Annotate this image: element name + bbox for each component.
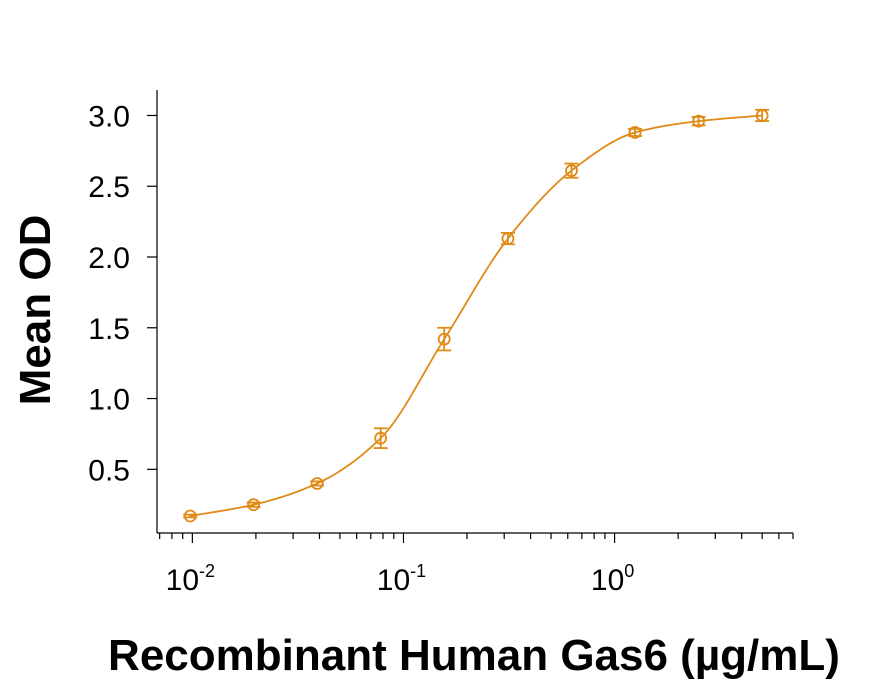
data-point <box>246 498 261 512</box>
data-marker <box>692 114 705 128</box>
data-marker <box>247 498 260 512</box>
data-point <box>310 477 325 490</box>
data-point <box>564 162 579 179</box>
data-marker <box>628 126 642 139</box>
data-marker <box>437 332 451 346</box>
data-point <box>691 114 706 128</box>
data-marker <box>565 164 578 178</box>
x-tick-label: 10-1 <box>377 561 426 597</box>
fit-curve-group <box>190 114 763 517</box>
y-axis-ticks: 0.5 1.0 1.5 2.0 2.5 3.0 <box>88 100 157 487</box>
data-point <box>755 108 770 123</box>
data-points <box>183 108 770 523</box>
y-tick-label: 1.0 <box>88 384 130 417</box>
x-tick-label: 10-2 <box>166 561 215 597</box>
y-axis-title: Mean OD <box>11 215 60 406</box>
data-marker <box>310 477 324 490</box>
y-tick-label: 2.0 <box>88 242 130 275</box>
y-tick-label: 3.0 <box>88 100 130 133</box>
fit-curve <box>190 114 763 517</box>
data-marker <box>374 431 388 445</box>
y-tick-label: 2.5 <box>88 171 130 204</box>
data-point <box>183 509 198 523</box>
x-axis-title: Recombinant Human Gas6 (µg/mL) <box>108 631 840 680</box>
y-tick-label: 1.5 <box>88 313 130 346</box>
data-point <box>373 427 388 449</box>
x-tick-label: 100 <box>591 561 634 597</box>
data-point <box>500 232 515 246</box>
y-tick-label: 0.5 <box>88 454 130 487</box>
data-point <box>437 326 452 352</box>
data-marker <box>755 109 769 122</box>
x-axis-ticks: 10-2 10-1 100 <box>159 533 794 597</box>
data-marker <box>501 232 515 246</box>
axes <box>156 90 793 534</box>
data-marker <box>183 509 197 523</box>
data-point <box>628 126 643 139</box>
